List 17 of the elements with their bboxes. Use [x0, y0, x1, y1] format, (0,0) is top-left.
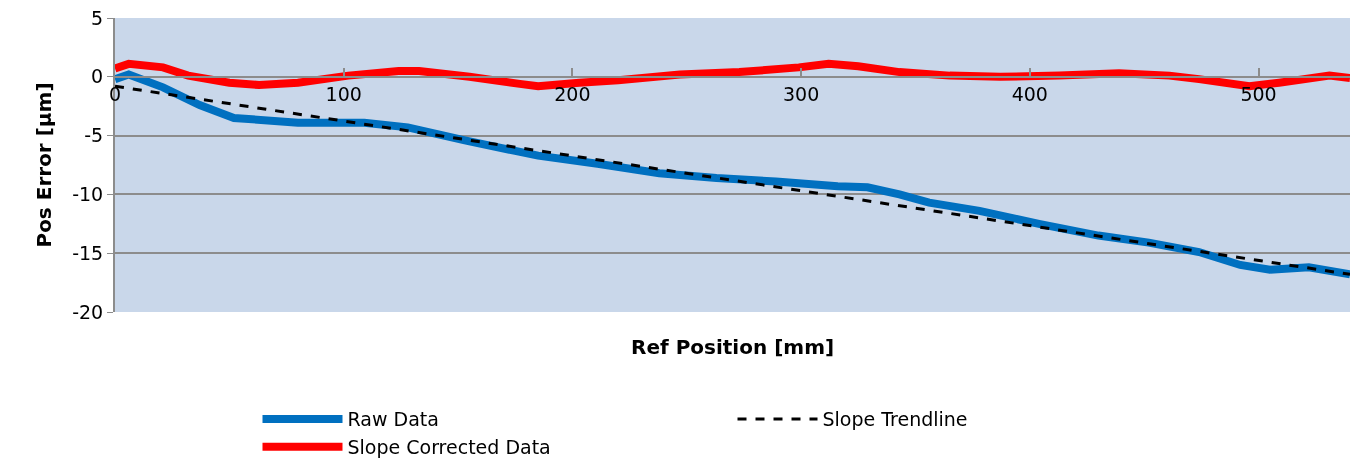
x-tick-label: 500 — [1240, 82, 1277, 105]
legend-label: Raw Data — [347, 408, 439, 431]
x-tick-label: 100 — [325, 82, 362, 105]
x-tick-label: 300 — [782, 82, 820, 105]
y-tick-label: -15 — [72, 241, 104, 264]
y-tick-label: 0 — [91, 65, 104, 88]
y-tick-label: -20 — [72, 300, 104, 323]
legend-label: Slope Trendline — [822, 408, 968, 431]
x-tick-label: 0 — [108, 82, 122, 105]
y-tick-label: 5 — [91, 6, 104, 29]
x-tick-label: 200 — [554, 82, 591, 105]
y-tick-label: -5 — [84, 124, 104, 147]
x-axis-title: Ref Position [mm] — [631, 335, 835, 359]
x-tick-label: 400 — [1011, 82, 1048, 105]
y-axis-title: Pos Error [µm] — [32, 82, 57, 248]
y-tick-label: -10 — [72, 183, 104, 206]
legend-label: Slope Corrected Data — [347, 436, 551, 459]
